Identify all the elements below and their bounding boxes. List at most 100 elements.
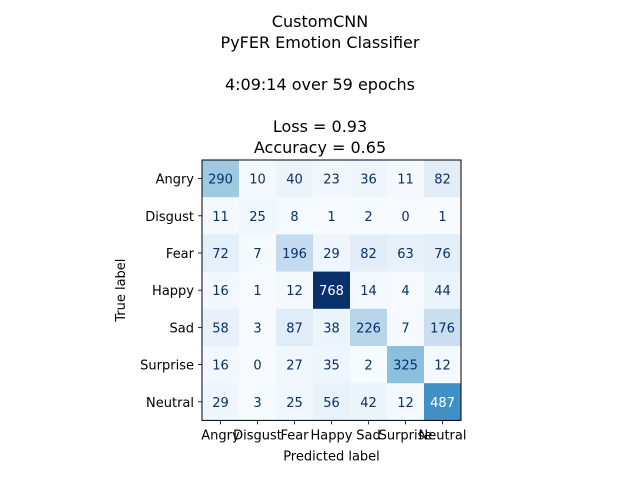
cell-value-label: 11 [397, 173, 414, 188]
heatmap-cell [424, 160, 462, 198]
heatmap-cell [424, 234, 462, 273]
cell-value-label: 2 [364, 210, 372, 225]
heatmap-cell [202, 346, 240, 384]
cell-value-label: 36 [360, 173, 377, 188]
cell-value-label: 58 [212, 321, 229, 336]
heatmap-cell [239, 346, 277, 384]
y-tick-label: Surprise [140, 359, 194, 374]
cell-value-label: 290 [208, 173, 233, 188]
cell-value-label: 29 [212, 396, 229, 411]
heatmap-cell [350, 160, 388, 198]
heatmap-cell [202, 234, 240, 273]
heatmap-cell [387, 271, 425, 310]
cell-value-label: 0 [401, 210, 409, 225]
cell-value-label: 16 [212, 284, 229, 299]
heatmap-cell [313, 383, 351, 421]
heatmap-cell [350, 197, 388, 235]
y-tick-label: Happy [152, 284, 194, 299]
heatmap-cell [424, 271, 462, 310]
heatmap-cell [276, 234, 314, 273]
x-tick-label: Happy [311, 428, 353, 443]
heatmap-cell [276, 271, 314, 310]
y-axis-label: True label [114, 259, 129, 323]
heatmap-cell [313, 271, 351, 310]
cell-value-label: 82 [360, 247, 377, 262]
heatmap-cell [313, 308, 351, 347]
heatmap-cell [239, 383, 277, 421]
y-tick-label: Angry [156, 173, 195, 188]
cell-value-label: 44 [434, 284, 451, 299]
cell-value-label: 16 [212, 359, 229, 374]
cell-value-label: 176 [430, 321, 455, 336]
heatmap-cell [202, 383, 240, 421]
cell-value-label: 25 [249, 210, 266, 225]
cell-value-label: 8 [290, 210, 298, 225]
heatmap-cell [387, 383, 425, 421]
cell-value-label: 3 [253, 396, 261, 411]
heatmap-cell [424, 346, 462, 384]
cell-value-label: 325 [393, 359, 418, 374]
cell-value-label: 1 [253, 284, 261, 299]
heatmap-cell [276, 346, 314, 384]
cell-value-label: 42 [360, 396, 377, 411]
heatmap-cell [276, 308, 314, 347]
cell-value-label: 56 [323, 396, 340, 411]
cell-value-label: 226 [356, 321, 381, 336]
cell-value-label: 10 [249, 173, 266, 188]
heatmap-cell [350, 346, 388, 384]
cell-value-label: 3 [253, 321, 261, 336]
cell-value-label: 0 [253, 359, 261, 374]
cell-value-label: 27 [286, 359, 303, 374]
x-tick-label: Angry [201, 428, 240, 443]
cell-value-label: 25 [286, 396, 303, 411]
heatmap-cell [202, 197, 240, 235]
heatmap-cell [239, 234, 277, 273]
heatmap-cell [424, 308, 462, 347]
heatmap-cell [387, 160, 425, 198]
title-line: Accuracy = 0.65 [253, 138, 387, 157]
heatmap-cell [276, 160, 314, 198]
y-tick-label: Sad [170, 321, 194, 336]
heatmap-cell [350, 308, 388, 347]
title-line: 4:09:14 over 59 epochs [224, 75, 416, 94]
x-tick-label: Disgust [233, 428, 282, 443]
cell-value-label: 1 [438, 210, 446, 225]
x-tick-label: Fear [280, 428, 309, 443]
cell-value-label: 29 [323, 247, 340, 262]
cell-value-label: 196 [282, 247, 307, 262]
cell-value-label: 87 [286, 321, 303, 336]
heatmap-cell [239, 308, 277, 347]
y-tick-label: Neutral [146, 396, 194, 411]
title-line: PyFER Emotion Classifier [220, 33, 420, 52]
title-line: Loss = 0.93 [272, 117, 368, 136]
cell-value-label: 487 [430, 396, 455, 411]
cell-value-label: 14 [360, 284, 377, 299]
heatmap-cell [313, 234, 351, 273]
heatmap-cell [276, 197, 314, 235]
heatmap-cell [350, 383, 388, 421]
cell-value-label: 82 [434, 173, 451, 188]
heatmap-cell [313, 197, 351, 235]
x-tick-label: Surprise [379, 428, 433, 443]
heatmap-cell [276, 383, 314, 421]
cell-value-label: 7 [253, 247, 261, 262]
cell-value-label: 12 [434, 359, 451, 374]
heatmap-cell [313, 346, 351, 384]
cell-value-label: 40 [286, 173, 303, 188]
heatmap-cell [239, 160, 277, 198]
heatmap-cell [387, 197, 425, 235]
cell-value-label: 2 [364, 359, 372, 374]
heatmap-cell [202, 271, 240, 310]
heatmap-cell [202, 308, 240, 347]
heatmap-cell [387, 346, 425, 384]
cell-value-label: 768 [319, 284, 344, 299]
y-tick-label: Disgust [145, 210, 194, 225]
heatmap-cell [202, 160, 240, 198]
heatmap-cell [387, 308, 425, 347]
cell-value-label: 35 [323, 359, 340, 374]
heatmap-cell [313, 160, 351, 198]
cell-value-label: 38 [323, 321, 340, 336]
cell-value-label: 11 [212, 210, 229, 225]
